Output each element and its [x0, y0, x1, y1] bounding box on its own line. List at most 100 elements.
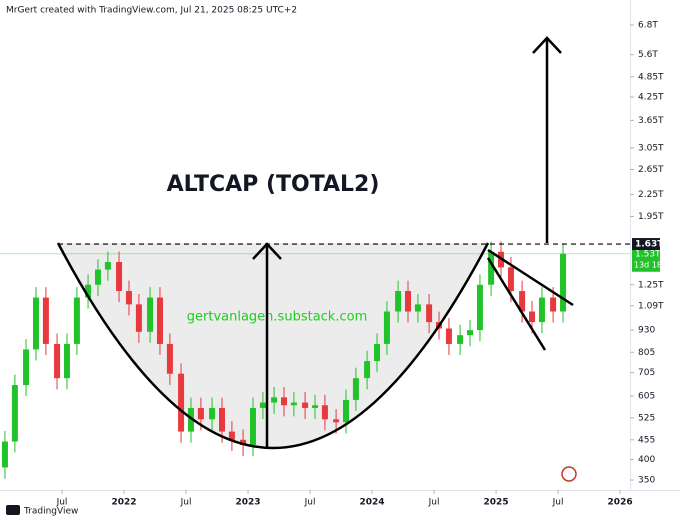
- y-tick-label: 805: [638, 348, 655, 358]
- wedge-line: [487, 248, 574, 307]
- candle-body: [364, 361, 371, 379]
- candle-body: [280, 397, 287, 406]
- candle-body: [290, 402, 297, 406]
- candle-body: [467, 330, 474, 336]
- candle-body: [302, 402, 309, 408]
- y-tick-label: 2.65T: [638, 165, 664, 175]
- cup-curve: [56, 242, 490, 450]
- candle-body: [374, 343, 381, 362]
- candle-body: [550, 297, 557, 312]
- candle-body: [116, 261, 123, 292]
- candle-body: [42, 297, 49, 344]
- candle-body: [63, 343, 70, 379]
- y-tick-label: 930: [638, 326, 655, 336]
- x-tick-label: Jul: [552, 498, 564, 508]
- candle-body: [135, 304, 142, 332]
- footer: TradingView: [23, 507, 78, 517]
- candle-body: [147, 297, 154, 332]
- logo-icon: [6, 505, 20, 515]
- candle-body: [405, 291, 412, 312]
- candle-body: [23, 349, 30, 386]
- watermark: gertvanlagen.substack.com: [187, 310, 367, 325]
- y-tick-label: 705: [638, 368, 655, 378]
- candle-body: [507, 267, 514, 292]
- y-tick-label: 455: [638, 435, 655, 445]
- candle-body: [352, 378, 359, 400]
- last-price-box: [632, 247, 660, 272]
- y-tick-label: 350: [638, 476, 655, 486]
- chart-title: ALTCAP (TOTAL2): [167, 172, 380, 197]
- candle-body: [414, 304, 421, 312]
- candle-body: [125, 291, 132, 305]
- candle-body: [1, 441, 8, 468]
- candle-body: [104, 261, 111, 270]
- candle-body: [395, 291, 402, 312]
- x-tick-label: Jul: [180, 498, 192, 508]
- candle-body: [197, 407, 204, 420]
- y-tick-label: 4.25T: [638, 93, 664, 103]
- x-tick-label: Jul: [428, 498, 440, 508]
- candle-body: [166, 343, 173, 374]
- countdown-label: 13d 18h: [634, 260, 667, 269]
- candle-body: [457, 335, 464, 344]
- y-tick-label: 400: [638, 455, 655, 465]
- x-tick-label: 2023: [236, 498, 261, 508]
- candle-body: [178, 373, 185, 432]
- header: MrGert created with TradingView.com, Jul…: [6, 6, 297, 16]
- candle-body: [519, 291, 526, 312]
- candle-body: [426, 304, 433, 323]
- x-tick-label: 2022: [111, 498, 136, 508]
- y-tick-label: 4.85T: [638, 72, 664, 82]
- resistance-label: 1.63T: [635, 240, 664, 250]
- wedge-line: [486, 257, 547, 351]
- y-tick-label: 1.25T: [638, 280, 664, 290]
- y-tick-label: 605: [638, 392, 655, 402]
- candle-body: [488, 251, 495, 285]
- candle-body: [560, 253, 567, 312]
- drawings: [56, 36, 630, 482]
- candle-body: [54, 343, 61, 379]
- candle-body: [445, 328, 452, 344]
- candle-body: [312, 405, 318, 408]
- candle-body: [187, 407, 194, 432]
- last-price-label: 1.53T: [635, 249, 661, 259]
- candle-body: [94, 269, 101, 285]
- candle-body: [259, 402, 266, 408]
- candle-body: [11, 385, 18, 442]
- candle-body: [271, 397, 278, 403]
- y-tick-label: 3.05T: [638, 143, 664, 153]
- candle-body: [343, 399, 350, 423]
- candle-body: [383, 311, 390, 344]
- candle-body: [32, 297, 39, 350]
- y-tick-label: 5.6T: [638, 50, 658, 60]
- y-tick-label: 6.8T: [638, 20, 658, 30]
- y-tick-label: 1.95T: [638, 212, 664, 222]
- x-tick-label: Jul: [304, 498, 316, 508]
- resistance-box: [632, 238, 660, 251]
- x-tick-label: Jul: [56, 498, 68, 508]
- candle-body: [73, 297, 80, 344]
- candle-body: [333, 419, 340, 423]
- y-tick-label: 2.25T: [638, 190, 664, 200]
- candle-body: [156, 297, 163, 344]
- y-tick-label: 1.09T: [638, 301, 664, 311]
- candle-body: [228, 431, 235, 440]
- candle-body: [240, 439, 247, 445]
- candle-body: [321, 405, 328, 420]
- candle-body: [538, 297, 545, 323]
- x-tick-label: 2026: [608, 498, 633, 508]
- candle-body: [218, 407, 225, 432]
- candle-body: [85, 284, 92, 298]
- y-tick-label: 3.65T: [638, 116, 664, 126]
- candle-body: [209, 407, 216, 420]
- x-tick-label: 2025: [484, 498, 509, 508]
- candle-body: [249, 407, 256, 445]
- arrow-head: [532, 36, 562, 54]
- x-tick-label: 2024: [360, 498, 385, 508]
- y-tick-label: 525: [638, 413, 655, 423]
- candle-body: [476, 284, 483, 331]
- candle-body: [529, 311, 536, 323]
- event-icon[interactable]: [561, 466, 577, 482]
